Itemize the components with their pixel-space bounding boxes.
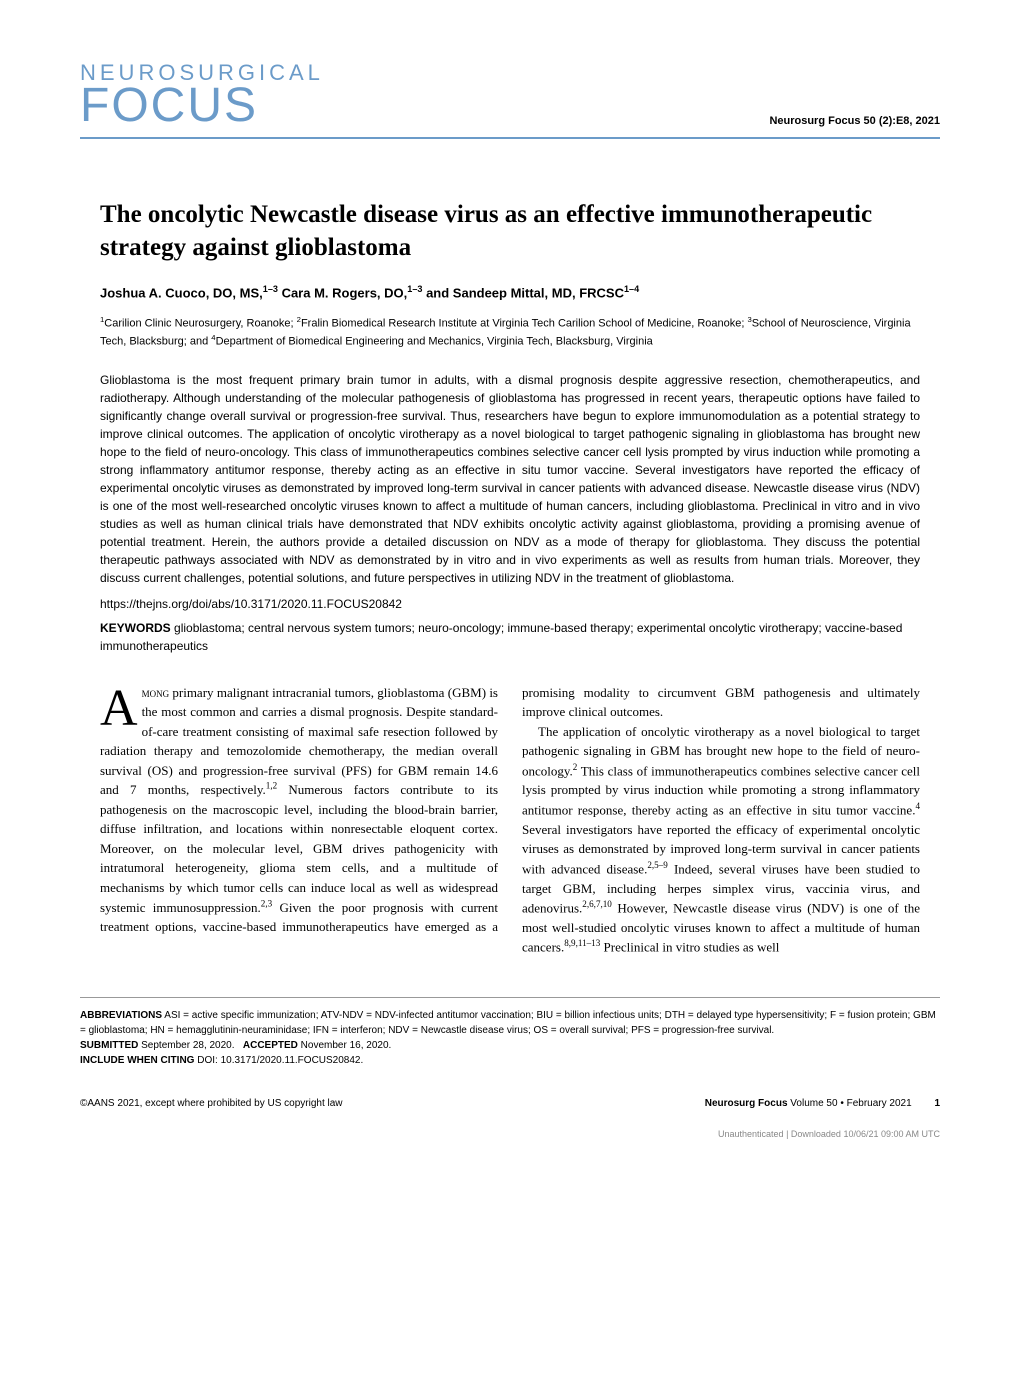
download-watermark: Unauthenticated | Downloaded 10/06/21 09… xyxy=(80,1129,940,1139)
article-content: The oncolytic Newcastle disease virus as… xyxy=(80,199,940,957)
article-title: The oncolytic Newcastle disease virus as… xyxy=(100,199,920,264)
footer-issue-info: Volume 50 • February 2021 xyxy=(790,1098,911,1109)
abbreviations-text: ASI = active specific immunization; ATV-… xyxy=(80,1010,936,1036)
dates-line: SUBMITTED September 28, 2020. ACCEPTED N… xyxy=(80,1038,940,1053)
body-text: Among primary malignant intracranial tum… xyxy=(100,683,920,958)
abbreviations-line: ABBREVIATIONS ASI = active specific immu… xyxy=(80,1008,940,1038)
footer-journal-name: Neurosurg Focus xyxy=(705,1098,788,1109)
journal-brand: NEUROSURGICAL FOCUS xyxy=(80,60,324,133)
dropcap: A xyxy=(100,683,142,731)
affiliations: 1Carilion Clinic Neurosurgery, Roanoke; … xyxy=(100,314,920,350)
copyright-text: ©AANS 2021, except where prohibited by U… xyxy=(80,1098,343,1109)
body-paragraph-2: The application of oncolytic virotherapy… xyxy=(522,722,920,958)
submitted-date: September 28, 2020. xyxy=(141,1040,234,1051)
page-number: 1 xyxy=(934,1098,940,1109)
brand-name-bottom: FOCUS xyxy=(80,78,324,133)
authors-line: Joshua A. Cuoco, DO, MS,1–3 Cara M. Roge… xyxy=(100,284,920,300)
keywords-line: KEYWORDS glioblastoma; central nervous s… xyxy=(100,619,920,655)
accepted-label: ACCEPTED xyxy=(243,1040,298,1051)
keywords-text: glioblastoma; central nervous system tum… xyxy=(100,621,902,653)
citing-label: INCLUDE WHEN CITING xyxy=(80,1055,194,1066)
page-footer: ©AANS 2021, except where prohibited by U… xyxy=(80,1098,940,1109)
accepted-date: November 16, 2020. xyxy=(301,1040,392,1051)
abbreviations-label: ABBREVIATIONS xyxy=(80,1010,162,1021)
keywords-label: KEYWORDS xyxy=(100,621,171,635)
doi-link[interactable]: https://thejns.org/doi/abs/10.3171/2020.… xyxy=(100,597,920,611)
submitted-label: SUBMITTED xyxy=(80,1040,138,1051)
journal-citation: Neurosurg Focus 50 (2):E8, 2021 xyxy=(769,115,940,133)
abstract: Glioblastoma is the most frequent primar… xyxy=(100,371,920,587)
journal-header: NEUROSURGICAL FOCUS Neurosurg Focus 50 (… xyxy=(80,60,940,139)
citing-doi: DOI: 10.3171/2020.11.FOCUS20842. xyxy=(197,1055,363,1066)
citing-line: INCLUDE WHEN CITING DOI: 10.3171/2020.11… xyxy=(80,1053,940,1068)
page-footer-right: Neurosurg Focus Volume 50 • February 202… xyxy=(705,1098,940,1109)
footer-section: ABBREVIATIONS ASI = active specific immu… xyxy=(80,997,940,1068)
